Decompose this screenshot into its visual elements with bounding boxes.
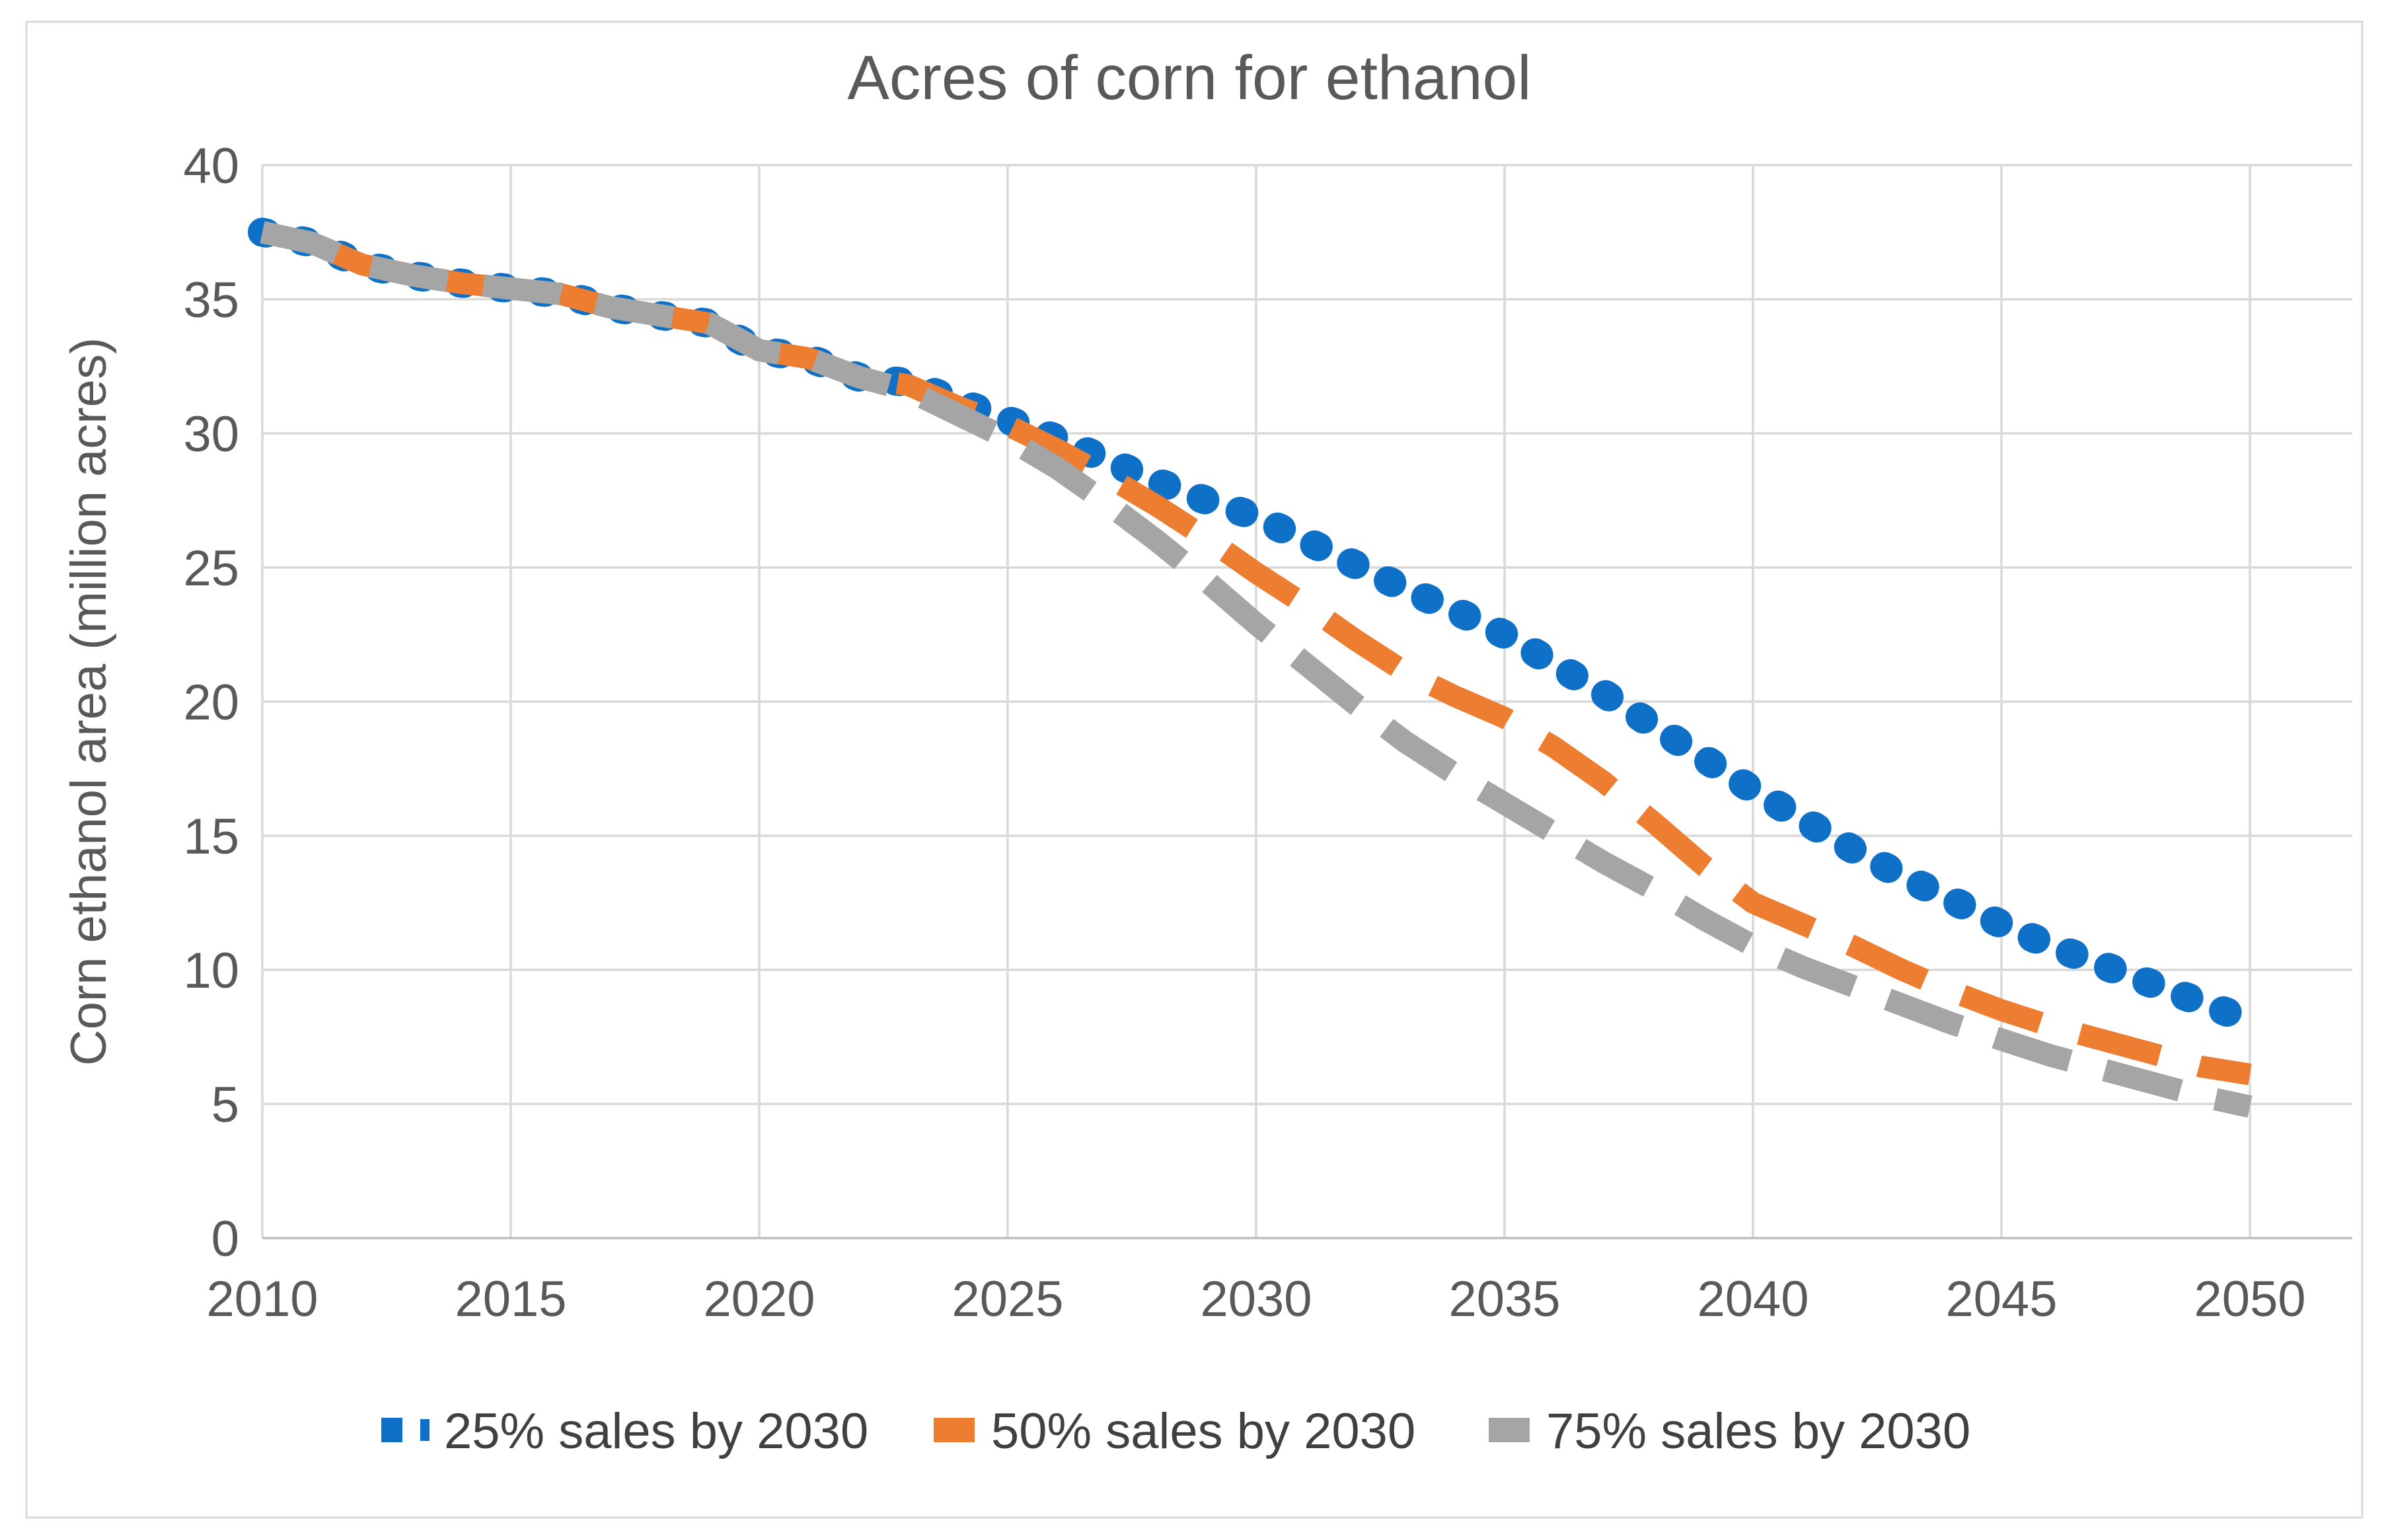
y-tick-label: 20 — [183, 675, 239, 731]
y-tick-label: 40 — [183, 138, 239, 194]
legend-label: 75% sales by 2030 — [1546, 1403, 1970, 1459]
y-axis-title: Corn ethanol area (million acres) — [61, 338, 117, 1066]
y-tick-label: 10 — [183, 943, 239, 999]
x-tick-label: 2045 — [1945, 1271, 2057, 1327]
legend: 25% sales by 2030 50% sales by 2030 75% … — [381, 1403, 1970, 1459]
y-tick-label: 5 — [211, 1077, 239, 1133]
y-axis-tick-labels: 0 5 10 15 20 25 30 35 40 — [183, 138, 239, 1267]
legend-marker-dotted-icon — [420, 1419, 429, 1441]
series-lines — [248, 217, 2264, 1118]
legend-item-75pct: 75% sales by 2030 — [1489, 1403, 1970, 1459]
y-tick-label: 15 — [183, 809, 239, 865]
legend-item-50pct: 50% sales by 2030 — [934, 1403, 1415, 1459]
x-tick-label: 2010 — [206, 1271, 318, 1327]
x-axis-tick-labels: 2010 2015 2020 2025 2030 2035 2040 2045 2050 — [206, 1271, 2305, 1327]
series-line-3 — [260, 221, 2253, 1118]
y-tick-label: 30 — [183, 406, 239, 462]
x-tick-label: 2040 — [1697, 1271, 1809, 1327]
x-tick-label: 2015 — [455, 1271, 566, 1327]
chart-title: Acres of corn for ethanol — [848, 43, 1532, 113]
legend-marker-dotted-icon — [381, 1418, 402, 1442]
legend-marker-dash-icon — [934, 1418, 975, 1442]
x-tick-label: 2020 — [703, 1271, 815, 1327]
legend-item-25pct: 25% sales by 2030 — [381, 1403, 868, 1459]
y-tick-label: 0 — [211, 1211, 239, 1267]
x-tick-label: 2050 — [2194, 1271, 2305, 1327]
legend-label: 25% sales by 2030 — [444, 1403, 868, 1459]
y-tick-label: 25 — [183, 540, 239, 597]
series-line-2 — [260, 221, 2252, 1085]
legend-label: 50% sales by 2030 — [991, 1403, 1415, 1459]
x-tick-label: 2035 — [1448, 1271, 1560, 1327]
x-tick-label: 2030 — [1200, 1271, 1312, 1327]
y-tick-label: 35 — [183, 272, 239, 328]
x-tick-label: 2025 — [951, 1271, 1063, 1327]
legend-marker-dash-icon — [1489, 1418, 1530, 1442]
